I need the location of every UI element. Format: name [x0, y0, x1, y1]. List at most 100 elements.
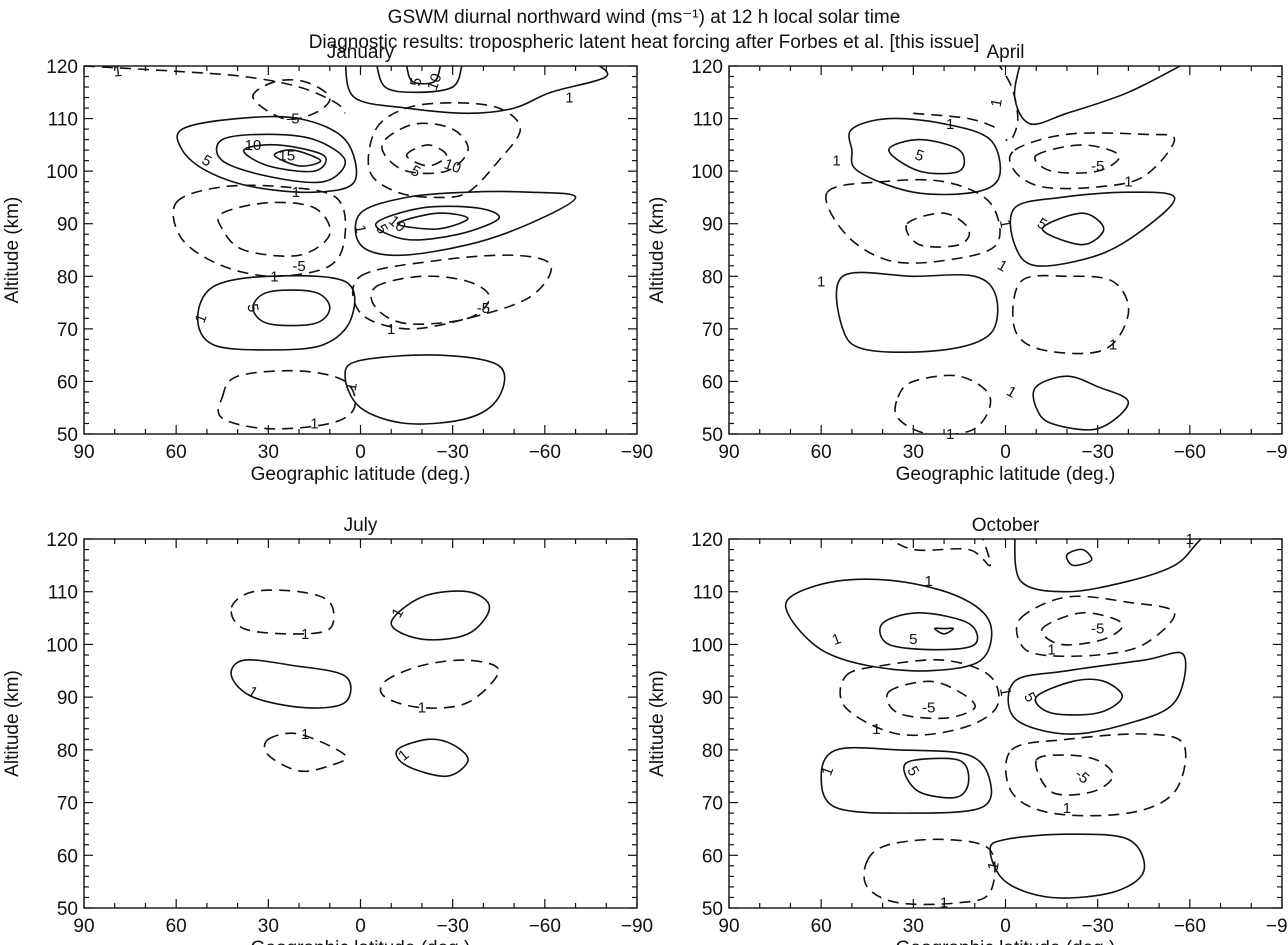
contour-line-neg1: [84, 66, 346, 114]
contour-line-pos10: [405, 66, 442, 85]
contour-label: 1: [1124, 174, 1132, 191]
y-tick-label: 120: [46, 530, 78, 551]
contour-label: -5: [922, 700, 935, 717]
contour-label: 1: [1109, 337, 1117, 354]
contour-line-pos1: [344, 66, 609, 115]
contour-line-pos1: [176, 115, 358, 194]
contour-line-pos5: [903, 757, 970, 799]
y-tick-label: 90: [57, 215, 78, 236]
contour-lines: [784, 539, 1202, 906]
contour-label: 5: [243, 302, 261, 313]
contour-label: 5: [903, 763, 922, 779]
plot-frame: [728, 65, 1283, 435]
contour-line-neg5: [217, 201, 332, 257]
x-axis-label: Geographic latitude (deg.): [896, 938, 1116, 945]
contour-label: 1: [1063, 800, 1071, 817]
y-axis-label: Altitude (km): [2, 670, 23, 777]
contour-label: 1: [985, 860, 1003, 871]
contour-label: 1: [996, 218, 1014, 229]
contour-label: 1: [830, 630, 844, 649]
contour-line-pos5: [252, 289, 331, 327]
x-axis-label: Geographic latitude (deg.): [251, 464, 471, 485]
x-tick-label: −60: [529, 916, 561, 937]
y-tick-label: 70: [702, 320, 723, 341]
contour-line-neg5: [1034, 754, 1114, 796]
contour-label: 1: [946, 116, 954, 133]
panel-title: July: [344, 515, 378, 536]
contour-label: -5: [286, 111, 299, 128]
contour-line-pos5: [887, 138, 966, 175]
contour-line-neg5: [381, 122, 469, 175]
contour-label: 1: [113, 63, 123, 81]
contour-label: -5: [292, 258, 305, 275]
contour-line-pos5: [879, 611, 979, 651]
x-tick-label: −30: [437, 442, 469, 463]
contour-label: 1: [996, 686, 1014, 697]
plot-frame: [83, 65, 638, 435]
contour-line-pos1: [1009, 191, 1176, 267]
y-tick-label: 60: [702, 372, 723, 393]
y-tick-label: 70: [702, 794, 723, 815]
x-tick-label: −60: [1174, 442, 1206, 463]
x-tick-label: 90: [718, 442, 739, 463]
y-tick-label: 120: [46, 57, 78, 78]
contour-label: 1: [343, 381, 361, 392]
contour-label: 1: [565, 90, 573, 107]
x-tick-label: −90: [1266, 916, 1288, 937]
y-axis-label: Altitude (km): [647, 670, 668, 777]
y-tick-label: 60: [702, 846, 723, 867]
contour-line-neg1: [863, 838, 996, 906]
y-tick-label: 60: [57, 372, 78, 393]
y-tick-label: 100: [691, 162, 723, 183]
x-tick-label: 90: [718, 916, 739, 937]
contour-label: 1: [988, 97, 1006, 108]
contour-line-pos1: [1014, 539, 1202, 593]
contour-line-pos1: [989, 833, 1146, 899]
y-tick-label: 70: [57, 320, 78, 341]
contour-lines: [825, 66, 1182, 434]
plot-frame: [83, 538, 638, 909]
contour-line-pos5: [1034, 678, 1124, 716]
x-tick-label: 90: [73, 442, 94, 463]
y-tick-label: 80: [702, 267, 723, 288]
contour-label: 1: [418, 700, 426, 717]
contour-line-neg5: [252, 78, 331, 121]
contour-line-neg1: [1011, 274, 1130, 355]
x-tick-label: 0: [1000, 916, 1011, 937]
panel-title: April: [986, 42, 1024, 63]
contour-line-neg1: [172, 184, 347, 278]
contour-line-pos1: [395, 738, 469, 778]
contour-line-pos10: [396, 212, 469, 230]
contour-label: 1: [994, 257, 1010, 276]
contour-line-neg5: [1034, 144, 1121, 174]
x-tick-label: −90: [621, 442, 653, 463]
contour-line-neg1: [889, 539, 992, 567]
contour-line-pos1: [848, 117, 1002, 196]
y-tick-label: 50: [57, 899, 78, 920]
contour-label: 1: [872, 721, 880, 738]
y-tick-label: 90: [702, 688, 723, 709]
contour-label: -5: [1091, 621, 1104, 638]
x-tick-label: 0: [355, 442, 366, 463]
figure-title: GSWM diurnal northward wind (ms⁻¹) at 12…: [387, 7, 901, 28]
contour-lines: [84, 66, 609, 430]
y-axis-label: Altitude (km): [2, 197, 23, 304]
x-tick-label: 30: [903, 442, 924, 463]
contour-label: 1: [292, 184, 300, 201]
x-tick-label: 60: [166, 916, 187, 937]
contour-label: 1: [832, 153, 840, 170]
contour-line-pos5: [1041, 212, 1105, 246]
y-tick-label: 50: [702, 899, 723, 920]
contour-label: 1: [351, 223, 369, 234]
x-axis-label: Geographic latitude (deg.): [251, 938, 471, 945]
contour-line-neg1: [1004, 733, 1187, 817]
y-tick-label: 100: [691, 635, 723, 656]
y-tick-label: 90: [57, 688, 78, 709]
panel-title: January: [327, 42, 395, 63]
y-tick-label: 110: [693, 110, 723, 131]
x-axis-label: Geographic latitude (deg.): [896, 464, 1116, 485]
contour-line-pos1: [784, 578, 993, 672]
x-tick-label: 30: [258, 916, 279, 937]
contour-line-neg1: [379, 659, 500, 709]
